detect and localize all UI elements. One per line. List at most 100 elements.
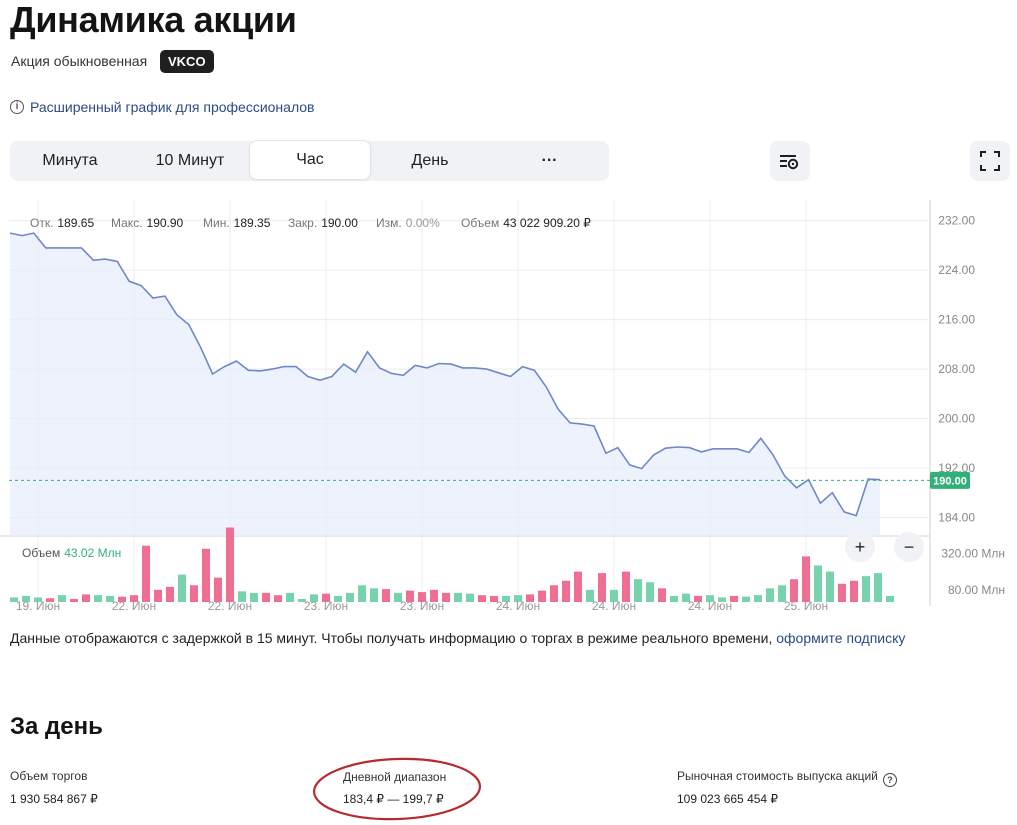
volume-bar (334, 595, 342, 602)
time-tick-label: 23. Июн (400, 599, 444, 610)
volume-bar (718, 597, 726, 602)
volume-bar (694, 595, 702, 602)
volume-bar (634, 579, 642, 602)
share-type: Акция обыкновенная (11, 53, 148, 69)
volume-bar (478, 595, 486, 602)
volume-bar (226, 527, 234, 602)
volume-bar (670, 595, 678, 602)
chart-settings-icon (780, 155, 799, 170)
time-axis: 19. Июн 22. Июн 22. Июн 23. Июн 23. Июн 24. И… (16, 599, 828, 610)
tab-more[interactable]: ··· (541, 152, 558, 169)
volume-bar (886, 595, 894, 602)
volume-bar (646, 582, 654, 602)
ohlc-stats: Отк. 189.65 Макс. 190.90 Мин. 189.35 Закр. 1… (30, 216, 591, 230)
volume-bar (442, 592, 450, 602)
volume-bar (34, 597, 42, 602)
volume-bar (622, 571, 630, 602)
volume-bar (838, 583, 846, 602)
zoom-in-icon: + (855, 537, 866, 557)
price-tick-label: 216.00 (938, 313, 975, 327)
turnover-value: 1 930 584 867 ₽ (10, 792, 98, 806)
tab-hour[interactable]: Час (249, 140, 371, 180)
tab-day[interactable]: День (411, 152, 449, 169)
day-range-value: 183,4 ₽ — 199,7 ₽ (343, 792, 444, 806)
price-tick-label: 184.00 (938, 510, 975, 524)
price-chart[interactable]: 232.00 224.00 216.00 208.00 200.00 192.00 184.… (0, 196, 1017, 610)
volume-bar (22, 595, 30, 602)
volume-bar (262, 592, 270, 602)
volume-bar (850, 580, 858, 602)
tab-10-minutes[interactable]: 10 Минут (155, 152, 225, 169)
time-tick-label: 19. Июн (16, 599, 60, 610)
volume-bar (514, 595, 522, 602)
volume-bar (538, 590, 546, 602)
volume-bar (814, 565, 822, 602)
volume-bar (490, 595, 498, 602)
volume-bar (190, 585, 198, 602)
info-icon: i (10, 100, 24, 114)
volume-bar (142, 545, 150, 602)
time-tick-label: 24. Июн (592, 599, 636, 610)
market-cap-value: 109 023 665 454 ₽ (677, 792, 779, 806)
time-tick-label: 24. Июн (688, 599, 732, 610)
volume-bar (214, 577, 222, 602)
volume-bar (70, 598, 78, 602)
volume-bar (682, 593, 690, 602)
subscribe-link[interactable]: оформите подписку (776, 630, 906, 646)
volume-bar (826, 571, 834, 602)
volume-bar (418, 592, 426, 602)
volume-bar (562, 580, 570, 602)
zoom-out-button[interactable]: − (894, 532, 924, 562)
zoom-out-icon: − (904, 537, 915, 557)
price-tick-label: 208.00 (938, 362, 975, 376)
page-title: Динамика акции (10, 0, 297, 40)
volume-bar (106, 595, 114, 602)
fullscreen-button[interactable] (970, 141, 1010, 181)
volume-bar (118, 596, 126, 602)
volume-bar (370, 588, 378, 602)
volume-bar (790, 579, 798, 602)
fullscreen-icon (980, 151, 1000, 171)
help-icon[interactable]: ? (882, 773, 897, 787)
volume-bar (130, 595, 138, 602)
zoom-in-button[interactable]: + (845, 532, 875, 562)
volume-bar (154, 589, 162, 602)
volume-bar (178, 574, 186, 602)
volume-bar (46, 598, 54, 602)
price-tick-label: 232.00 (938, 214, 975, 228)
volume-bar (202, 548, 210, 602)
price-tick-label: 224.00 (938, 263, 975, 277)
volume-bar (766, 588, 774, 602)
interval-tabs: Минута 10 Минут Час День ··· (10, 140, 609, 181)
day-section-title: За день (10, 713, 103, 740)
tab-minute[interactable]: Минута (42, 152, 98, 169)
price-axis: 232.00 224.00 216.00 208.00 200.00 192.00 184.… (938, 214, 975, 525)
day-range-label: Дневной диапазон (343, 770, 447, 784)
volume-axis: 320.00 Млн 80.00 Млн (941, 546, 1005, 596)
price-line (9, 232, 881, 517)
volume-bar (610, 589, 618, 602)
delay-note: Данные отображаются с задержкой в 15 мин… (10, 630, 906, 646)
volume-bar (802, 556, 810, 602)
volume-bar (58, 595, 66, 602)
volume-bar (274, 595, 282, 602)
volume-bar (502, 595, 510, 602)
current-price-badge: 190.00 (930, 471, 970, 489)
volume-tick-label: 320.00 Млн (941, 546, 1005, 560)
volume-bar (658, 588, 666, 602)
volume-bars (10, 527, 894, 602)
time-tick-label: 25. Июн (784, 599, 828, 610)
volume-bar (406, 590, 414, 602)
pro-chart-link[interactable]: i Расширенный график для профессионалов (10, 98, 315, 116)
pro-chart-link-label[interactable]: Расширенный график для профессионалов (30, 99, 315, 115)
volume-bar (778, 585, 786, 602)
volume-bar (742, 596, 750, 602)
volume-bar (598, 573, 606, 602)
volume-bar (94, 595, 102, 602)
volume-bar (754, 595, 762, 602)
svg-text:190.00: 190.00 (933, 475, 967, 487)
turnover-label: Объем торгов (10, 769, 88, 783)
volume-bar (430, 589, 438, 602)
price-area (10, 233, 880, 536)
chart-settings-button[interactable] (770, 141, 810, 181)
